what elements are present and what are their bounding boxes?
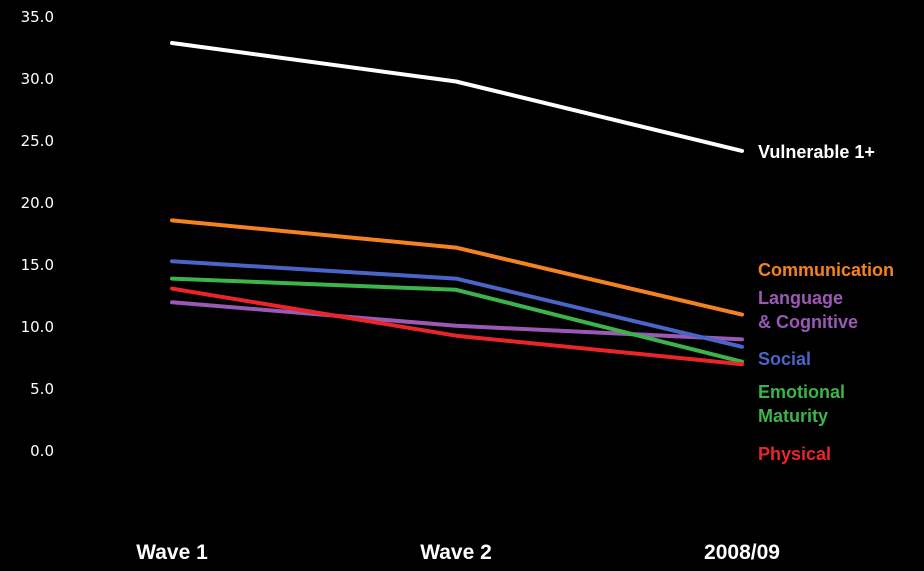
series-label-emotional-maturity: Emotional: [758, 382, 845, 402]
series-label-physical: Physical: [758, 444, 831, 464]
series-label-communication: Communication: [758, 260, 894, 280]
y-axis: 0.0 5.0 10.0 15.0 20.0 25.0 30.0 35.0: [21, 8, 54, 460]
series-lines: [170, 41, 744, 367]
y-tick-label: 25.0: [21, 132, 54, 150]
series-line-vulnerable-1: [170, 41, 744, 153]
y-tick-label: 35.0: [21, 8, 54, 26]
series-label-vulnerable-1: Vulnerable 1+: [758, 142, 875, 162]
x-category-label: 2008/09: [704, 541, 780, 564]
series-line-emotional-maturity: [170, 276, 744, 364]
y-tick-label: 5.0: [30, 380, 54, 398]
y-tick-label: 15.0: [21, 256, 54, 274]
series-line-language-cognitive: [170, 300, 744, 342]
y-tick-label: 0.0: [30, 442, 54, 460]
series-line-physical: [170, 286, 744, 367]
y-tick-label: 20.0: [21, 194, 54, 212]
series-labels: Vulnerable 1+ Communication Language & Cogn…: [758, 142, 894, 464]
series-label-language-cognitive: & Cognitive: [758, 312, 858, 332]
x-category-label: Wave 2: [420, 541, 492, 564]
x-axis: Wave 1 Wave 2 2008/09: [136, 541, 780, 564]
x-category-label: Wave 1: [136, 541, 208, 564]
series-line-social: [170, 259, 744, 349]
series-line-communication: [170, 218, 744, 317]
series-label-language-cognitive: Language: [758, 288, 843, 308]
series-label-social: Social: [758, 349, 811, 369]
y-tick-label: 30.0: [21, 70, 54, 88]
series-label-emotional-maturity: Maturity: [758, 406, 828, 426]
y-tick-label: 10.0: [21, 318, 54, 336]
